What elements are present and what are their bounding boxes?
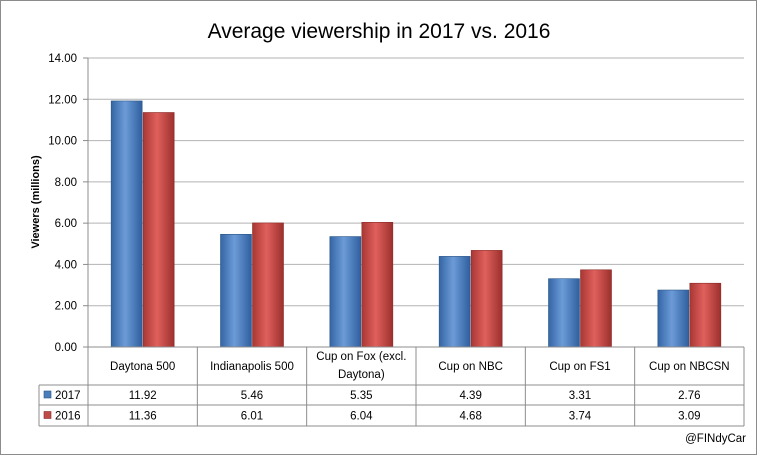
y-axis-label: Viewers (millions) — [30, 155, 42, 249]
bar-2017 — [220, 233, 252, 348]
y-tick-label: 10.00 — [48, 136, 77, 148]
data-value-2016: 11.36 — [129, 411, 157, 423]
bar-2016 — [361, 222, 394, 348]
bar-2017 — [657, 289, 690, 348]
x-category-label: Indianapolis 500 — [210, 361, 294, 373]
y-tick-label: 6.00 — [55, 218, 77, 230]
data-value-2017: 2.76 — [678, 390, 700, 402]
x-category-label: Daytona 500 — [110, 361, 175, 373]
data-value-2016: 3.09 — [678, 411, 700, 423]
legend-swatch-2017 — [43, 390, 52, 399]
data-value-2016: 6.04 — [350, 411, 373, 423]
bar-2016 — [142, 112, 175, 348]
legend-label-2017: 2017 — [55, 390, 81, 402]
data-value-2017: 3.31 — [569, 390, 591, 402]
bar-2017 — [438, 256, 471, 348]
bar-2017 — [329, 236, 362, 348]
chart-title: Average viewership in 2017 vs. 2016 — [208, 20, 551, 43]
data-value-2017: 5.46 — [241, 390, 263, 402]
x-category-label: Cup on Fox (excl. Daytona) — [316, 351, 406, 381]
y-tick-label: 4.00 — [55, 259, 77, 271]
data-value-2017: 4.39 — [459, 390, 481, 402]
credit-text: @FINdyCar — [685, 433, 746, 445]
y-tick-label: 14.00 — [48, 53, 77, 65]
data-value-2016: 3.74 — [569, 411, 592, 423]
legend-label-2016: 2016 — [55, 411, 81, 423]
bar-2016 — [580, 269, 612, 348]
bar-2017 — [548, 278, 580, 348]
bar-2016 — [689, 282, 722, 348]
y-tick-label: 8.00 — [55, 177, 77, 189]
y-tick-label: 2.00 — [55, 301, 77, 313]
bar-2016 — [470, 250, 503, 348]
data-value-2016: 6.01 — [241, 411, 263, 423]
data-value-2017: 11.92 — [129, 390, 157, 402]
data-value-2017: 5.35 — [350, 390, 372, 402]
data-value-2016: 4.68 — [459, 411, 481, 423]
bar-2016 — [252, 222, 284, 348]
bar-2017 — [110, 100, 143, 348]
y-tick-label: 0.00 — [55, 342, 77, 354]
x-category-label: Cup on NBCSN — [649, 361, 730, 373]
y-tick-label: 12.00 — [48, 94, 77, 106]
legend-swatch-2016 — [43, 411, 52, 419]
x-category-label: Cup on NBC — [438, 361, 503, 373]
x-category-label: Cup on FS1 — [549, 361, 610, 373]
